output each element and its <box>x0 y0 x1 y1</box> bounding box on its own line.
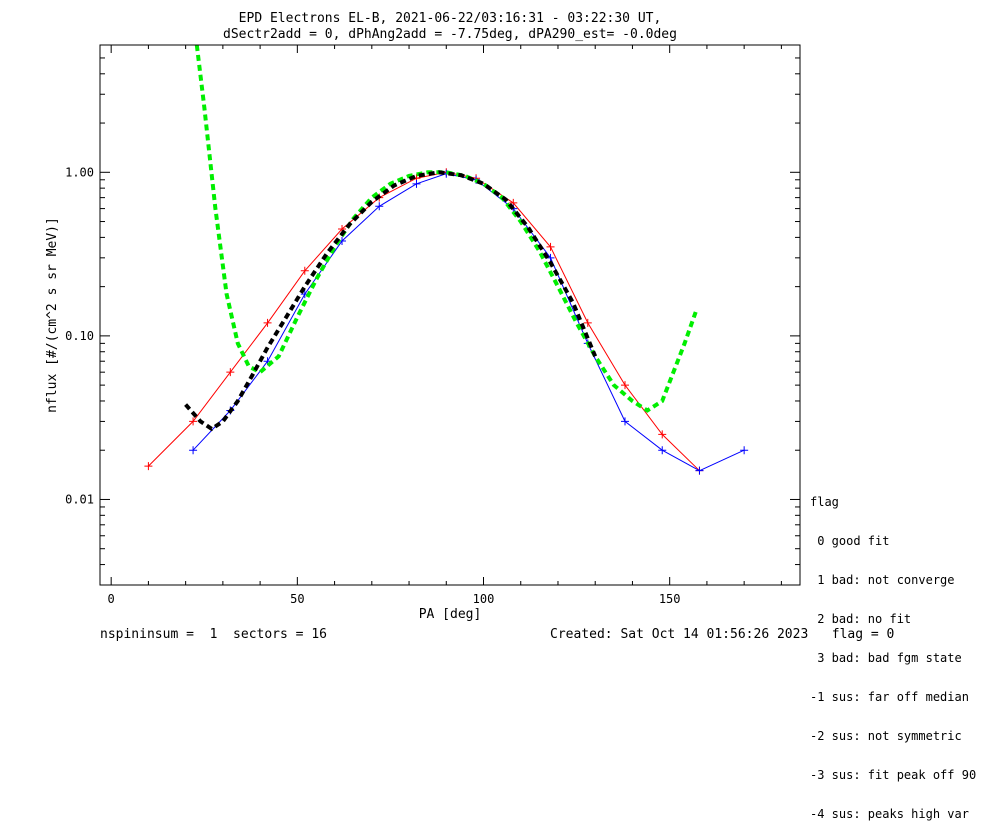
x-tick-label: 50 <box>290 592 304 606</box>
chart-title: EPD Electrons EL-B, 2021-06-22/03:16:31 … <box>239 11 662 26</box>
flag-legend-item: -1 sus: far off median <box>810 690 969 704</box>
series-point-0 <box>263 318 272 327</box>
series-line-2 <box>194 45 698 413</box>
footer-right: Created: Sat Oct 14 01:56:26 2023 flag =… <box>550 627 895 642</box>
series-point-1 <box>621 417 629 426</box>
flag-legend-item: -3 sus: fit peak off 90 <box>810 768 977 782</box>
series-point-1 <box>375 202 384 211</box>
series-point-0 <box>546 242 555 251</box>
series-line-3 <box>184 170 598 432</box>
plot-frame <box>99 44 801 586</box>
series-point-0 <box>226 368 235 377</box>
series-point-1 <box>412 179 421 188</box>
x-tick-label: 0 <box>108 592 115 606</box>
series-point-0 <box>144 462 153 471</box>
y-axis-label: nflux [#/(cm^2 s sr MeV)] <box>45 217 60 413</box>
series-line-0 <box>148 171 700 472</box>
plot-area: EPD Electrons EL-B, 2021-06-22/03:16:31 … <box>45 11 801 622</box>
chart-subtitle: dSectr2add = 0, dPhAng2add = -7.75deg, d… <box>223 27 677 42</box>
footer-left: nspininsum = 1 sectors = 16 <box>100 627 327 642</box>
flag-legend-item: 3 bad: bad fgm state <box>810 651 962 665</box>
series-point-1 <box>658 446 667 455</box>
series-point-1 <box>189 446 198 455</box>
series-point-0 <box>621 381 629 390</box>
x-axis-label: PA [deg] <box>419 607 482 622</box>
series-point-1 <box>740 446 749 455</box>
flag-legend-item: 1 bad: not converge <box>810 573 955 587</box>
series-point-0 <box>658 430 667 439</box>
axis-layer: 0 50 100 150 0.01 0.10 1.00 <box>65 44 800 606</box>
series-line-1 <box>192 173 745 472</box>
y-tick-label: 0.10 <box>65 329 94 343</box>
flag-legend-item: 0 good fit <box>810 534 890 548</box>
flag-legend-item: -4 sus: peaks high var <box>810 807 969 821</box>
x-tick-label: 100 <box>473 592 495 606</box>
series-point-1 <box>695 466 704 475</box>
x-tick-label: 150 <box>659 592 681 606</box>
flag-legend-item: -2 sus: not symmetric <box>810 729 962 743</box>
flag-legend-title: flag <box>810 495 839 509</box>
flag-legend-item: 2 bad: no fit <box>810 612 912 626</box>
y-tick-label: 0.01 <box>65 492 94 506</box>
series-layer <box>144 45 749 475</box>
series-point-0 <box>300 266 309 275</box>
y-tick-label: 1.00 <box>65 165 94 179</box>
series-point-0 <box>583 318 592 327</box>
flag-legend: flag 0 good fit 1 bad: not converge 2 ba… <box>810 470 976 834</box>
series-point-0 <box>189 417 198 426</box>
